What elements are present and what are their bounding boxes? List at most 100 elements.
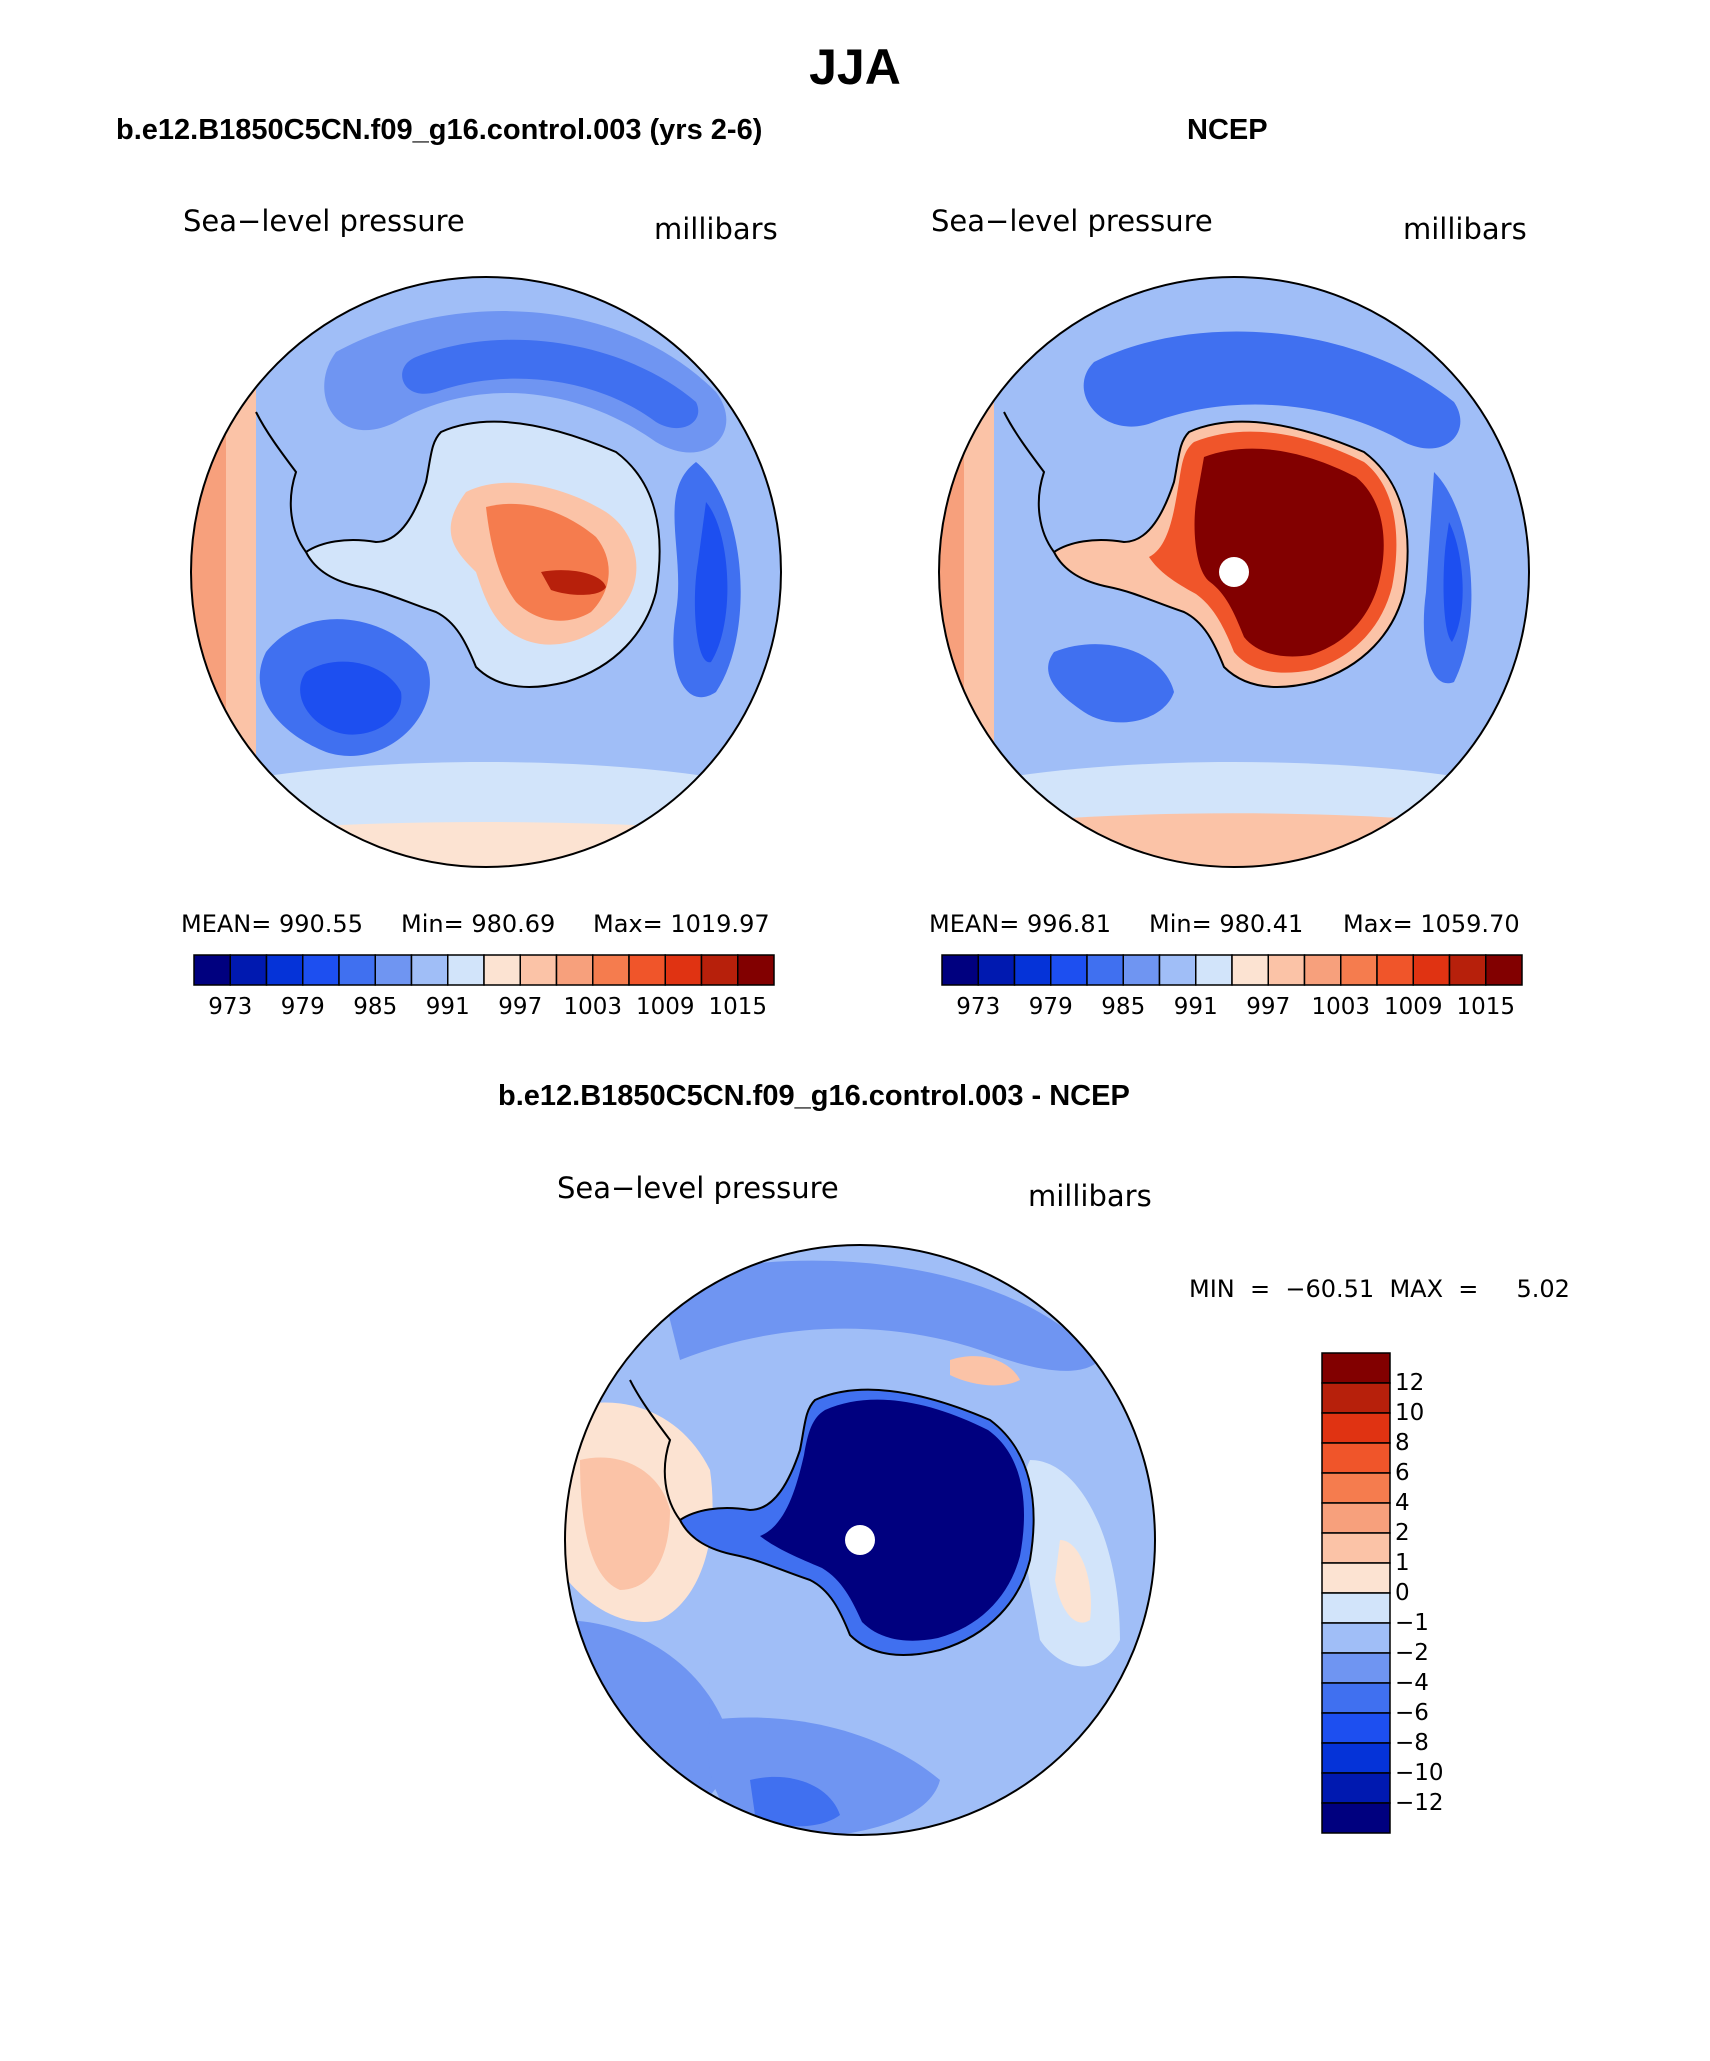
model-colorbar-tick-label: 979 [280,994,325,1020]
obs-colorbar-swatch [1086,954,1124,986]
obs-mean-stat: MEAN= 996.81 [929,910,1111,938]
model-colorbar-swatch [193,954,231,986]
obs-colorbar-swatch [941,954,979,986]
model-colorbar-swatch [664,954,703,986]
diff-colorbar-tick-label: 4 [1395,1490,1410,1516]
obs-colorbar-swatch [1412,954,1451,986]
diff-peninsula [629,1379,681,1521]
model-colorbar-labels: 973 979 985 991 997 1003 1009 1015 [193,994,775,1024]
model-colorbar-swatch [374,954,413,986]
obs-colorbar-swatch [977,954,1016,986]
model-low-south-core [300,661,402,735]
diff-colorbar-swatch [1321,1712,1391,1744]
diff-colorbar-tick-label: 1 [1395,1550,1410,1576]
obs-panel-heading: NCEP [1187,114,1268,146]
diff-units-label: millibars [1028,1179,1152,1213]
model-colorbar-swatch [555,954,594,986]
diff-colorbar-swatch [1321,1802,1391,1834]
diff-colorbar-tick-label: 0 [1395,1580,1410,1606]
model-colorbar-swatch [519,954,558,986]
diff-east-positive [1055,1540,1091,1623]
model-polar-map [190,276,782,868]
diff-colorbar-tick-label: −6 [1395,1700,1429,1726]
diff-colorbar-swatch [1321,1472,1391,1504]
diff-colorbar-labels: 12 10 8 6 4 2 1 0 −1 −2 −4 −6 −8 −10 −12 [1393,1352,1473,1834]
model-colorbar-tick-label: 997 [498,994,543,1020]
model-peninsula [255,411,307,553]
diff-west-positive-core [580,1457,670,1590]
obs-south-band-outer [939,813,1529,867]
obs-colorbar-tick-label: 973 [956,994,1001,1020]
diff-colorbar-tick-label: −2 [1395,1640,1429,1666]
model-colorbar-tick-label: 991 [425,994,470,1020]
model-min-stat: Min= 980.69 [401,910,556,938]
obs-colorbar-tick-label: 1015 [1456,994,1516,1020]
model-colorbar-tick-label: 973 [208,994,253,1020]
diff-colorbar-swatch [1321,1592,1391,1624]
obs-colorbar-swatch [1158,954,1197,986]
model-colorbar-swatch [229,954,268,986]
obs-continent-high-core [1194,448,1384,657]
model-colorbar [193,954,775,986]
diff-colorbar-swatch [1321,1352,1391,1384]
diff-north-band [660,1260,1100,1371]
obs-colorbar-swatch [1122,954,1161,986]
diff-colorbar-tick-label: 8 [1395,1430,1410,1456]
diff-colorbar-swatch [1321,1502,1391,1534]
obs-colorbar-tick-label: 1009 [1383,994,1443,1020]
obs-colorbar-swatch [1231,954,1269,986]
diff-minmax-stat: MIN = −60.51 MAX = 5.02 [1189,1275,1570,1303]
diff-variable-label: Sea−level pressure [557,1171,839,1205]
model-colorbar-swatch [302,954,340,986]
obs-pole-marker [1219,557,1249,587]
diff-colorbar-tick-label: −1 [1395,1610,1429,1636]
diff-northeast-positive [950,1356,1020,1386]
model-colorbar-swatch [628,954,666,986]
diff-colorbar-swatch [1321,1412,1391,1444]
obs-low-north [1083,331,1461,449]
diff-colorbar-tick-label: −8 [1395,1730,1429,1756]
model-low-north-core [402,339,699,429]
obs-low-east-core [1443,522,1463,642]
obs-colorbar-swatch [1448,954,1487,986]
model-colorbar-tick-label: 1009 [635,994,695,1020]
model-colorbar-swatch [592,954,630,986]
model-low-north [324,311,727,453]
obs-peninsula [1003,411,1055,553]
model-colorbar-tick-label: 985 [353,994,398,1020]
obs-low-south [1048,644,1174,723]
model-colorbar-swatch [737,954,775,986]
diff-colorbar-swatch [1321,1682,1391,1714]
model-colorbar-swatch [338,954,376,986]
diff-continent-low [760,1399,1025,1641]
diff-colorbar-tick-label: −4 [1395,1670,1429,1696]
diff-colorbar-swatch [1321,1442,1391,1474]
model-south-band-outer [191,822,781,867]
obs-colorbar-tick-label: 991 [1173,994,1218,1020]
diff-colorbar-swatch [1321,1532,1391,1564]
obs-colorbar-swatch [1195,954,1233,986]
diff-colorbar-tick-label: 6 [1395,1460,1410,1486]
obs-polar-map [938,276,1530,868]
obs-colorbar [941,954,1523,986]
model-colorbar-swatch [265,954,304,986]
model-low-east-core [694,502,728,663]
obs-colorbar-labels: 973 979 985 991 997 1003 1009 1015 [941,994,1523,1024]
diff-colorbar-swatch [1321,1652,1391,1684]
figure-title: JJA [809,39,901,95]
obs-colorbar-tick-label: 985 [1101,994,1146,1020]
model-colorbar-tick-label: 1003 [563,994,623,1020]
diff-colorbar-swatch [1321,1562,1391,1594]
diff-south-low-core [750,1776,840,1827]
model-colorbar-swatch [700,954,739,986]
obs-colorbar-swatch [1303,954,1342,986]
diff-colorbar-tick-label: 2 [1395,1520,1410,1546]
model-colorbar-swatch [410,954,449,986]
obs-colorbar-tick-label: 1003 [1311,994,1371,1020]
obs-units-label: millibars [1403,212,1527,246]
diff-colorbar-tick-label: −10 [1395,1760,1444,1786]
diff-colorbar-swatch [1321,1772,1391,1804]
obs-max-stat: Max= 1059.70 [1343,910,1520,938]
obs-colorbar-swatch [1485,954,1523,986]
model-units-label: millibars [654,212,778,246]
